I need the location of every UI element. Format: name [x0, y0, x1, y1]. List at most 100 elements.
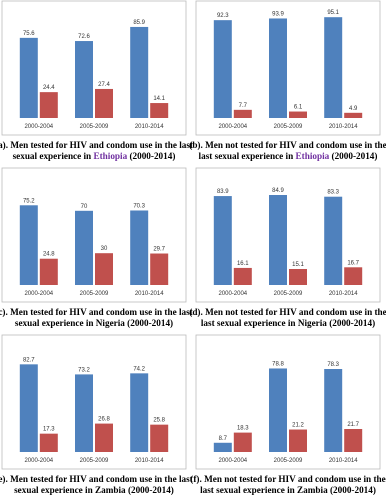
- caption-line: sexual experience in Ethiopia (2000-2014…: [13, 151, 176, 161]
- bar: [344, 267, 363, 285]
- caption-line: sexual experience in Nigeria (2000-2014): [15, 318, 173, 328]
- caption-line: last sexual experience in Ethiopia (2000…: [199, 151, 378, 161]
- caption-line: last sexual experience in Zambia (2000-2…: [200, 485, 376, 495]
- data-label: 73.2: [78, 367, 90, 373]
- data-label: 74.2: [133, 366, 145, 372]
- x-tick-label: 2000-2004: [24, 291, 53, 297]
- caption-text: (2000-2014): [329, 151, 377, 161]
- data-label: 72.6: [78, 34, 90, 40]
- x-tick-label: 2005-2009: [80, 458, 109, 464]
- bar: [19, 37, 38, 118]
- bar: [269, 368, 287, 452]
- bar: [324, 17, 343, 118]
- caption-line: last sexual experience in Nigeria (2000-…: [201, 318, 375, 328]
- bar: [130, 373, 149, 452]
- caption-text: (2000-2014): [126, 485, 174, 495]
- x-tick-label: 2000-2004: [24, 458, 53, 464]
- bar: [39, 433, 58, 452]
- bar: [19, 364, 38, 452]
- bar: [324, 196, 343, 285]
- data-label: 29.7: [153, 247, 165, 253]
- bar: [130, 210, 149, 285]
- caption-text: (2000-2014): [327, 318, 375, 328]
- bar: [213, 196, 232, 285]
- bar: [75, 41, 93, 118]
- data-label: 30: [101, 246, 108, 252]
- bar: [269, 18, 287, 118]
- caption-country: Zambia: [297, 485, 328, 495]
- bar: [213, 442, 232, 452]
- data-label: 24.8: [43, 252, 55, 258]
- bar: [324, 369, 343, 452]
- bar: [289, 111, 307, 118]
- x-tick-label: 2010-2014: [329, 124, 358, 130]
- caption-text: sexual experience in: [13, 151, 94, 161]
- data-label: 27.4: [98, 82, 110, 88]
- caption-text: last sexual experience in: [199, 151, 296, 161]
- bar: [289, 268, 307, 285]
- data-label: 17.3: [43, 427, 55, 433]
- caption-line: (c). Men tested for HIV and condom use i…: [0, 307, 194, 317]
- bar: [95, 88, 113, 118]
- data-label: 7.7: [239, 103, 248, 109]
- x-tick-label: 2010-2014: [135, 124, 164, 130]
- chart-panel: 2000-2004 8.7 18.3 2005-2009 78.8 21.2 2010-20…: [190, 334, 386, 495]
- caption-line: sexual experience in Zambia (2000-2014): [14, 485, 174, 495]
- bar: [75, 374, 93, 452]
- chart-panel: 2000-2004 75.6 24.4 2005-2009 72.6 27.4 2010-2…: [0, 0, 194, 161]
- bar: [213, 20, 232, 118]
- data-label: 21.2: [292, 423, 304, 429]
- x-tick-label: 2010-2014: [329, 458, 358, 464]
- data-label: 26.8: [98, 417, 110, 423]
- caption-country: Nigeria: [96, 318, 125, 328]
- caption-text: last sexual experience in: [200, 485, 297, 495]
- caption-text: (2000-2014): [125, 318, 173, 328]
- chart-panel: 2000-2004 82.7 17.3 2005-2009 73.2 26.8 2010-2…: [0, 334, 194, 495]
- chart-panel: 2000-2004 83.9 16.1 2005-2009 84.9 15.1 2010-2…: [189, 167, 386, 328]
- bar: [233, 109, 252, 118]
- data-label: 95.1: [327, 10, 339, 16]
- caption-text: sexual experience in: [14, 485, 95, 495]
- data-label: 85.9: [133, 20, 145, 26]
- data-label: 16.1: [237, 261, 249, 267]
- bar: [150, 103, 169, 118]
- data-label: 21.7: [347, 422, 359, 428]
- caption-text: sexual experience in: [15, 318, 96, 328]
- x-tick-label: 2010-2014: [135, 458, 164, 464]
- data-label: 6.1: [294, 105, 303, 111]
- caption-line: (b). Men not tested for HIV and condom u…: [189, 140, 386, 150]
- bar: [130, 26, 149, 118]
- x-tick-label: 2010-2014: [329, 291, 358, 297]
- data-label: 83.3: [327, 190, 339, 196]
- caption-country: Nigeria: [298, 318, 327, 328]
- bar: [233, 267, 252, 285]
- bar: [95, 253, 113, 285]
- data-label: 24.4: [43, 85, 55, 91]
- caption-country: Ethiopia: [296, 151, 330, 161]
- bar: [344, 428, 363, 452]
- bar: [95, 423, 113, 452]
- caption-line: (d). Men not tested for HIV and condom u…: [189, 307, 386, 317]
- chart-panel: 2000-2004 75.2 24.8 2005-2009 70 30 2010-2014 7…: [0, 167, 194, 328]
- data-label: 25.8: [153, 418, 165, 424]
- caption-text: last sexual experience in: [201, 318, 298, 328]
- x-tick-label: 2005-2009: [80, 124, 109, 130]
- caption-country: Zambia: [95, 485, 126, 495]
- data-label: 16.7: [347, 260, 359, 266]
- data-label: 75.2: [23, 198, 35, 204]
- x-tick-label: 2000-2004: [218, 124, 247, 130]
- x-tick-label: 2005-2009: [274, 124, 303, 130]
- caption-line: (f). Men not tested for HIV and condom u…: [190, 474, 385, 484]
- chart-panel: 2000-2004 92.3 7.7 2005-2009 93.9 6.1 2010-201…: [189, 0, 386, 161]
- data-label: 78.3: [327, 362, 339, 368]
- data-label: 82.7: [23, 357, 35, 363]
- x-tick-label: 2005-2009: [274, 458, 303, 464]
- data-label: 78.8: [272, 361, 284, 367]
- data-label: 70.3: [133, 203, 145, 209]
- data-label: 93.9: [272, 11, 284, 17]
- data-label: 70: [81, 204, 88, 210]
- bar: [344, 112, 363, 118]
- data-label: 15.1: [292, 262, 304, 268]
- bar: [269, 195, 287, 285]
